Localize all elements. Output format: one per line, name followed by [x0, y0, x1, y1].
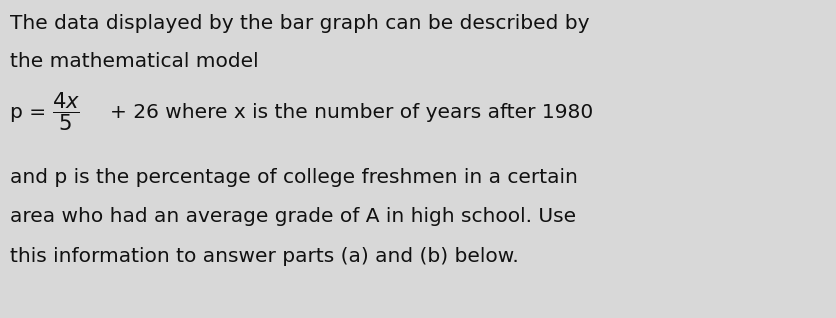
Text: p =: p =	[10, 102, 53, 121]
Text: The data displayed by the bar graph can be described by: The data displayed by the bar graph can …	[10, 14, 589, 33]
Text: area who had an average grade of A in high school. Use: area who had an average grade of A in hi…	[10, 207, 576, 226]
Text: $\dfrac{4x}{5}$: $\dfrac{4x}{5}$	[52, 91, 80, 133]
Text: and p is the percentage of college freshmen in a certain: and p is the percentage of college fresh…	[10, 168, 578, 187]
Text: + 26 where x is the number of years after 1980: + 26 where x is the number of years afte…	[110, 102, 594, 121]
Text: the mathematical model: the mathematical model	[10, 52, 258, 71]
Text: this information to answer parts (a) and (b) below.: this information to answer parts (a) and…	[10, 247, 519, 266]
